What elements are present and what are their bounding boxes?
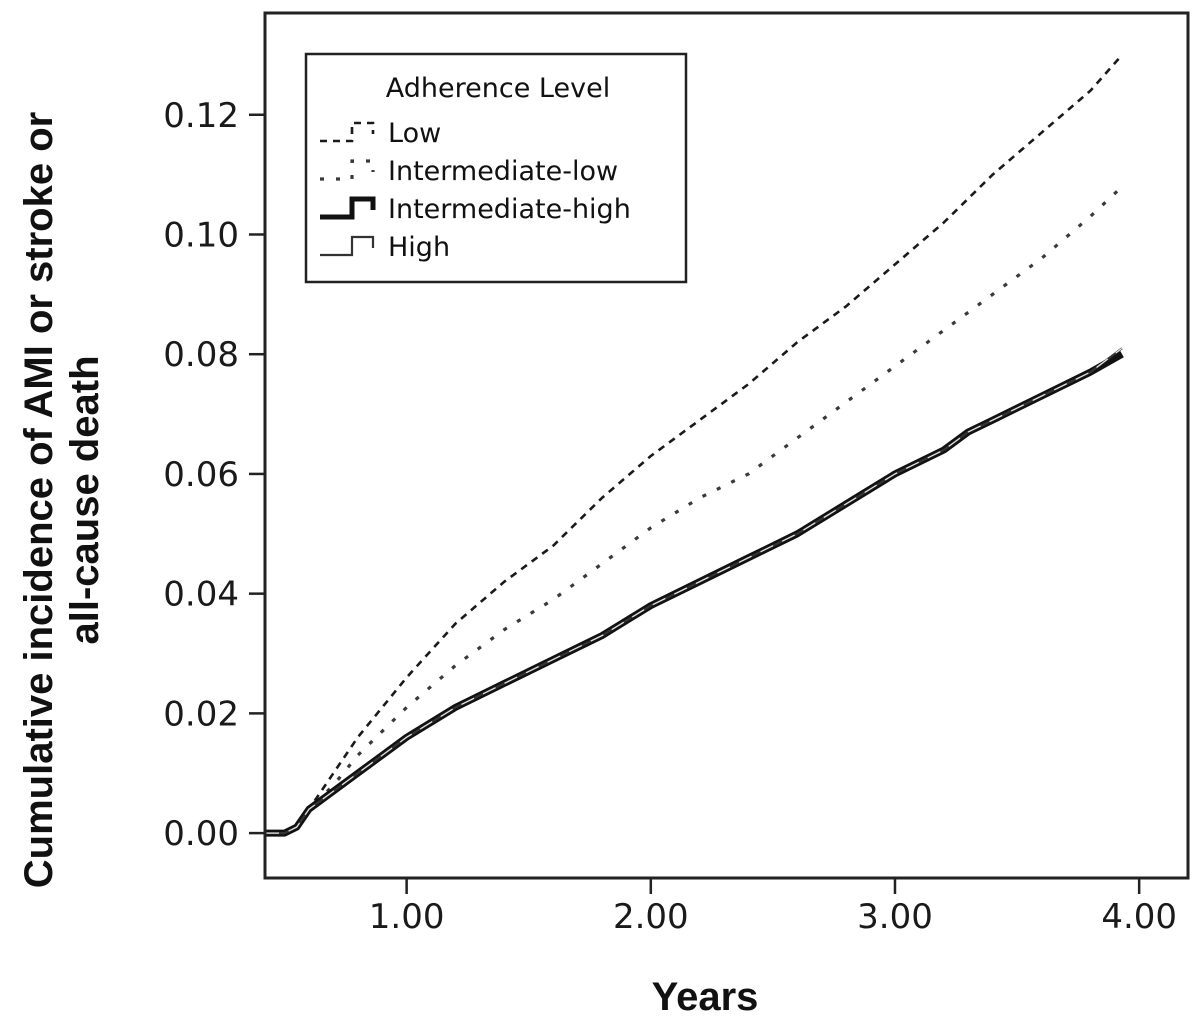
y-tick-label: 0.12 — [163, 96, 239, 136]
legend-box — [304, 52, 688, 284]
series-highlight-high — [265, 347, 1123, 834]
y-tick-label: 0.00 — [163, 814, 239, 854]
x-tick-label: 3.00 — [857, 897, 933, 937]
x-axis: 1.00 2.00 3.00 4.00 — [369, 878, 1177, 937]
legend-items: Low Intermediate-low Intermediate-high High — [320, 118, 631, 263]
legend-label: Intermediate-low — [388, 156, 618, 187]
legend-item-high: High — [320, 232, 450, 263]
plot-frame — [263, 11, 1190, 880]
legend-key-high — [320, 235, 375, 257]
legend-title: Adherence Level — [386, 73, 610, 104]
y-tick-label: 0.08 — [163, 335, 239, 375]
plot-lines — [265, 54, 1124, 837]
legend-item-intermediate-low: Intermediate-low — [320, 156, 618, 187]
legend-label: Intermediate-high — [388, 194, 631, 225]
legend-label: High — [388, 232, 450, 263]
series-line-low — [265, 54, 1124, 835]
y-axis-title-line-2: all-cause death — [63, 355, 107, 644]
legend-item-intermediate-high: Intermediate-high — [320, 194, 631, 225]
legend: Adherence Level Low Intermediate-low Inter… — [304, 52, 688, 284]
y-tick-label: 0.02 — [163, 694, 239, 734]
y-axis: 0.00 0.02 0.04 0.06 0.08 0.10 0.12 — [163, 96, 265, 854]
y-tick-label: 0.06 — [163, 455, 239, 495]
legend-key-intermediate-high — [320, 196, 376, 220]
y-axis-title-line-1: Cumulative incidence of AMI or stroke or — [17, 112, 61, 888]
x-axis-title: Years — [652, 975, 759, 1018]
x-tick-label: 2.00 — [613, 897, 689, 937]
series-line-intermediate-low — [265, 185, 1124, 835]
x-tick-label: 4.00 — [1101, 897, 1177, 937]
legend-item-low: Low — [320, 118, 441, 149]
y-axis-title: Cumulative incidence of AMI or stroke or… — [17, 112, 107, 888]
y-tick-label: 0.04 — [163, 575, 239, 615]
legend-label: Low — [388, 118, 441, 149]
y-tick-label: 0.10 — [163, 215, 239, 255]
legend-key-intermediate-low — [320, 159, 375, 181]
x-tick-label: 1.00 — [369, 897, 445, 937]
